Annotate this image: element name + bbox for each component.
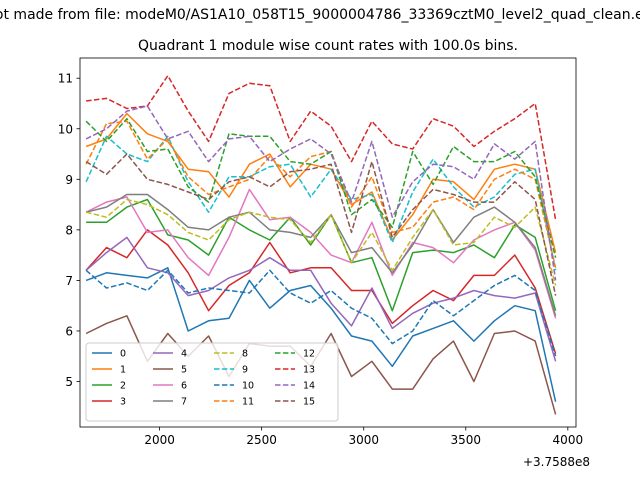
legend-label-10: 10 — [242, 381, 254, 392]
series-line-14 — [85, 105, 557, 281]
series-line-12 — [85, 117, 557, 258]
x-tick-label: 2500 — [246, 433, 277, 447]
chart-title: Quadrant 1 module wise count rates with … — [138, 38, 518, 54]
legend-label-13: 13 — [303, 365, 315, 376]
legend-label-5: 5 — [181, 365, 187, 376]
legend-label-0: 0 — [120, 349, 126, 360]
axes-frame — [79, 57, 577, 428]
series-layer — [85, 74, 557, 415]
series-line-4 — [85, 236, 557, 362]
series-line-3 — [85, 229, 557, 354]
y-tick-label: 10 — [58, 122, 73, 136]
x-tick-label: 4000 — [553, 433, 584, 447]
legend-label-3: 3 — [120, 397, 126, 408]
legend-label-12: 12 — [303, 349, 315, 360]
series-line-15 — [85, 153, 557, 296]
x-tick-label: 3000 — [348, 433, 379, 447]
series-line-8 — [85, 198, 557, 286]
x-offset-label: +3.7588e8 — [523, 455, 590, 469]
legend-label-14: 14 — [303, 381, 315, 392]
x-tick-label: 3500 — [451, 433, 482, 447]
series-line-11 — [85, 120, 557, 268]
legend-label-1: 1 — [120, 365, 126, 376]
chart-header-text: Plot made from file: modeM0/AS1A10_058T1… — [0, 7, 640, 23]
series-line-13 — [86, 74, 557, 220]
y-tick-label: 6 — [65, 324, 73, 338]
y-tick-label: 5 — [65, 375, 73, 389]
legend-label-8: 8 — [242, 349, 248, 360]
legend-label-11: 11 — [242, 397, 254, 408]
legend-label-7: 7 — [181, 397, 187, 408]
y-tick-label: 7 — [65, 274, 73, 288]
series-line-7 — [85, 193, 557, 317]
legend-label-6: 6 — [181, 381, 187, 392]
legend-label-2: 2 — [120, 381, 126, 392]
series-line-10 — [85, 269, 557, 357]
legend-label-15: 15 — [303, 397, 315, 408]
legend-label-4: 4 — [181, 349, 187, 360]
y-tick-label: 11 — [58, 72, 73, 86]
y-tick-label: 8 — [65, 223, 73, 237]
legend-label-9: 9 — [242, 365, 248, 376]
y-tick-label: 9 — [65, 173, 73, 187]
x-tick-label: 2000 — [144, 433, 175, 447]
